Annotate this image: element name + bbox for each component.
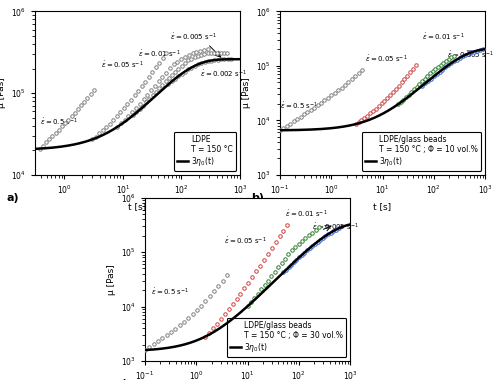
Text: c): c) [116, 379, 128, 380]
Text: $\dot{\varepsilon}=0.002\ \mathrm{s}^{-1}$: $\dot{\varepsilon}=0.002\ \mathrm{s}^{-1… [200, 68, 248, 79]
Text: $\dot{\varepsilon}=0.05\ \mathrm{s}^{-1}$: $\dot{\varepsilon}=0.05\ \mathrm{s}^{-1}… [224, 235, 267, 246]
Y-axis label: μ [Pas]: μ [Pas] [106, 264, 116, 294]
Text: $\dot{\varepsilon}=0.01\ \mathrm{s}^{-1}$: $\dot{\varepsilon}=0.01\ \mathrm{s}^{-1}… [138, 48, 180, 59]
Text: $\dot{\varepsilon}=0.005\ \mathrm{s}^{-1}$: $\dot{\varepsilon}=0.005\ \mathrm{s}^{-1… [447, 49, 494, 60]
Text: $\dot{\varepsilon}=0.5\ \mathrm{s}^{-1}$: $\dot{\varepsilon}=0.5\ \mathrm{s}^{-1}$ [151, 286, 189, 297]
Text: $\dot{\varepsilon}=0.005\ \mathrm{s}^{-1}$: $\dot{\varepsilon}=0.005\ \mathrm{s}^{-1… [312, 222, 359, 232]
Text: $\dot{\varepsilon}=0.005\ \mathrm{s}^{-1}$: $\dot{\varepsilon}=0.005\ \mathrm{s}^{-1… [170, 32, 218, 42]
Legend: LDPE/glass beads, T = 150 °C ; Φ = 10 vol.%, 3$\eta_0$(t): LDPE/glass beads, T = 150 °C ; Φ = 10 vo… [362, 131, 481, 171]
Y-axis label: μ [Pas]: μ [Pas] [242, 78, 250, 108]
Text: $\dot{\varepsilon}=0.05\ \mathrm{s}^{-1}$: $\dot{\varepsilon}=0.05\ \mathrm{s}^{-1}… [364, 53, 408, 63]
Text: a): a) [6, 193, 19, 203]
Text: b): b) [252, 193, 264, 203]
Text: $\dot{\varepsilon}=0.05\ \mathrm{s}^{-1}$: $\dot{\varepsilon}=0.05\ \mathrm{s}^{-1}… [101, 60, 144, 70]
Text: $\dot{\varepsilon}=0.01\ \mathrm{s}^{-1}$: $\dot{\varepsilon}=0.01\ \mathrm{s}^{-1}… [286, 209, 328, 219]
Text: $\dot{\varepsilon}=0.5\ \mathrm{s}^{-1}$: $\dot{\varepsilon}=0.5\ \mathrm{s}^{-1}$ [40, 117, 78, 127]
Text: $\dot{\varepsilon}=0.01\ \mathrm{s}^{-1}$: $\dot{\varepsilon}=0.01\ \mathrm{s}^{-1}… [422, 31, 465, 41]
X-axis label: t [s]: t [s] [374, 202, 392, 211]
Text: $\dot{\varepsilon}=0.5\ \mathrm{s}^{-1}$: $\dot{\varepsilon}=0.5\ \mathrm{s}^{-1}$ [280, 100, 318, 111]
Legend: LDPE/glass beads, T = 150 °C ; Φ = 30 vol.%, 3$\eta_0$(t): LDPE/glass beads, T = 150 °C ; Φ = 30 vo… [226, 318, 346, 357]
Y-axis label: μ [Pas]: μ [Pas] [0, 78, 6, 108]
Legend: LDPE, T = 150 °C, 3$\eta_0$(t): LDPE, T = 150 °C, 3$\eta_0$(t) [174, 131, 236, 171]
X-axis label: t [s]: t [s] [128, 202, 146, 211]
